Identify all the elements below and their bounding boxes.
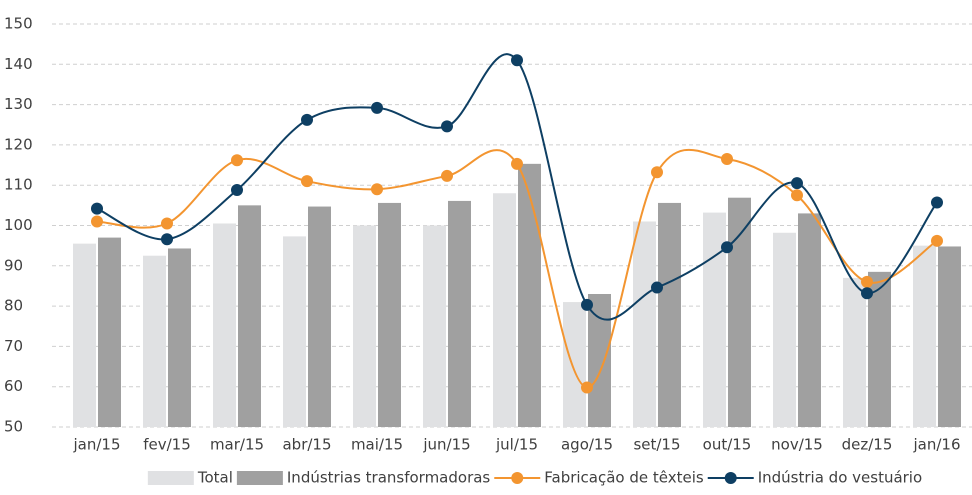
- legend-label: Total: [197, 469, 233, 487]
- bar: [843, 277, 866, 427]
- x-tick-label: jul/15: [495, 436, 538, 454]
- y-tick-label: 120: [4, 135, 33, 153]
- legend-label: Indústria do vestuário: [758, 469, 922, 487]
- bar: [938, 246, 961, 427]
- bar: [518, 163, 541, 427]
- point: [721, 241, 733, 254]
- point: [91, 215, 103, 228]
- bar: [168, 248, 191, 427]
- y-tick-label: 140: [4, 55, 33, 73]
- point: [861, 287, 873, 300]
- line: [96, 53, 938, 321]
- point: [861, 275, 873, 288]
- bar: [563, 302, 586, 427]
- point: [161, 233, 173, 246]
- y-tick-label: 60: [4, 377, 23, 395]
- bar: [98, 237, 121, 427]
- legend-swatch: [724, 472, 737, 484]
- bar: [633, 221, 656, 427]
- bar: [308, 206, 331, 427]
- bar: [448, 200, 471, 427]
- bar: [728, 197, 751, 427]
- y-tick-label: 70: [4, 337, 23, 355]
- x-tick-label: dez/15: [842, 436, 893, 454]
- y-tick-label: 130: [4, 95, 33, 113]
- point: [721, 153, 733, 166]
- bar: [798, 213, 821, 427]
- bar: [773, 232, 796, 427]
- x-tick-label: jan/15: [72, 436, 120, 454]
- x-tick-label: nov/15: [771, 436, 823, 454]
- x-tick-label: jan/16: [912, 436, 960, 454]
- x-tick-label: out/15: [703, 436, 752, 454]
- point: [231, 154, 243, 167]
- point: [581, 298, 593, 311]
- point: [371, 183, 383, 196]
- point: [161, 217, 173, 230]
- bar: [213, 223, 236, 427]
- x-tick-label: ago/15: [561, 436, 613, 454]
- legend-swatch: [236, 471, 283, 485]
- point: [91, 202, 103, 215]
- y-tick-label: 80: [4, 297, 23, 315]
- y-tick-label: 110: [4, 176, 33, 194]
- bar: [868, 271, 891, 427]
- point: [441, 169, 453, 182]
- point: [791, 177, 803, 190]
- y-tick-label: 50: [4, 418, 23, 436]
- x-tick-label: set/15: [633, 436, 680, 454]
- bar: [588, 294, 611, 427]
- y-tick-label: 150: [4, 15, 33, 33]
- point: [511, 54, 523, 67]
- bar: [353, 225, 376, 427]
- bar: [493, 193, 516, 427]
- point: [931, 234, 943, 247]
- bar: [378, 202, 401, 427]
- bar: [703, 212, 726, 427]
- x-tick-label: mar/15: [210, 436, 264, 454]
- legend-label: Fabricação de têxteis: [544, 469, 704, 487]
- legend-swatch: [511, 472, 524, 484]
- legend-swatch: [147, 471, 194, 485]
- x-tick-label: abr/15: [282, 436, 331, 454]
- legend: Total Indústrias transformadoras Fabricaçã…: [147, 469, 922, 487]
- point: [651, 281, 663, 294]
- bar: [73, 243, 96, 427]
- point: [791, 189, 803, 202]
- y-tick-label: 90: [4, 256, 23, 274]
- point: [931, 196, 943, 209]
- y-tick-label: 100: [4, 216, 33, 234]
- legend-label: Indústrias transformadoras: [287, 469, 491, 487]
- bar: [423, 225, 446, 427]
- bar: [283, 236, 306, 427]
- point: [651, 166, 663, 179]
- bar: [658, 202, 681, 427]
- bar: [143, 255, 166, 427]
- x-tick-label: fev/15: [143, 436, 191, 454]
- point: [441, 120, 453, 133]
- bar: [238, 205, 261, 427]
- point: [581, 381, 593, 394]
- point: [511, 157, 523, 170]
- point: [301, 113, 313, 126]
- bar: [913, 245, 936, 427]
- point: [231, 184, 243, 197]
- point: [301, 175, 313, 188]
- x-tick-label: jun/15: [422, 436, 470, 454]
- x-tick-label: mai/15: [351, 436, 403, 454]
- point: [371, 101, 383, 114]
